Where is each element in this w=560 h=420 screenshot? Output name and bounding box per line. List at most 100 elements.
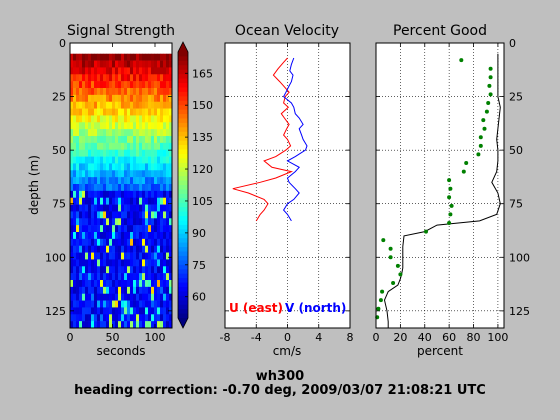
heatmap-cell — [157, 142, 161, 151]
heatmap-cell — [88, 156, 92, 164]
heatmap-cell — [85, 197, 89, 205]
heatmap-cell — [121, 252, 125, 260]
heatmap-cell — [121, 88, 125, 96]
heatmap-cell — [79, 129, 83, 137]
heatmap-cell — [151, 273, 155, 281]
heatmap-cell — [82, 108, 86, 116]
heatmap-cell — [154, 280, 158, 288]
heatmap-cell — [82, 122, 86, 130]
colorbar-segment — [178, 122, 188, 128]
heatmap-cell — [148, 74, 152, 82]
heatmap-cell — [70, 129, 74, 137]
heatmap-cell — [94, 67, 98, 75]
heatmap-cell — [133, 300, 137, 308]
heatmap-cell — [127, 142, 131, 151]
percent-good-plot-bg — [376, 43, 504, 328]
heatmap-cell — [97, 238, 101, 247]
heatmap-cell — [109, 280, 113, 288]
heatmap-cell — [118, 142, 122, 151]
heatmap-cell — [148, 60, 152, 68]
heatmap-cell — [97, 300, 101, 308]
heatmap-cell — [160, 245, 164, 253]
heatmap-cell — [106, 321, 110, 329]
heatmap-cell — [157, 273, 161, 281]
heatmap-cell — [139, 273, 143, 281]
heatmap-cell — [151, 149, 155, 157]
heatmap-cell — [157, 280, 161, 288]
heatmap-cell — [103, 156, 107, 164]
heatmap-cell — [151, 67, 155, 75]
percent-good-point — [488, 92, 493, 97]
heatmap-cell — [70, 238, 74, 247]
heatmap-cell — [130, 273, 134, 281]
heatmap-cell — [130, 60, 134, 68]
heatmap-cell — [145, 184, 149, 192]
heatmap-cell — [136, 197, 140, 205]
heatmap-cell — [157, 74, 161, 82]
heatmap-cell — [136, 252, 140, 260]
heatmap-cell — [148, 293, 152, 301]
heatmap-cell — [160, 184, 164, 192]
heatmap-cell — [124, 74, 128, 82]
colorbar-segment — [178, 65, 188, 71]
heatmap-cell — [94, 204, 98, 212]
heatmap-cell — [118, 177, 122, 185]
heatmap-cell — [169, 232, 173, 240]
heatmap-cell — [100, 88, 104, 96]
heatmap-cell — [151, 81, 155, 89]
heatmap-cell — [166, 149, 170, 157]
heatmap-cell — [136, 101, 140, 109]
heatmap-cell — [70, 53, 74, 61]
heatmap-cell — [163, 252, 167, 260]
heatmap-cell — [121, 273, 125, 281]
heatmap-cell — [76, 314, 80, 322]
heatmap-cell — [79, 286, 83, 295]
heatmap-cell — [127, 115, 131, 123]
heatmap-cell — [166, 252, 170, 260]
heatmap-cell — [73, 252, 77, 260]
heatmap-cell — [103, 273, 107, 281]
heatmap-cell — [127, 67, 131, 75]
heatmap-cell — [124, 190, 128, 199]
heatmap-cell — [133, 190, 137, 199]
heatmap-cell — [118, 218, 122, 226]
heatmap-cell — [94, 314, 98, 322]
heatmap-cell — [145, 245, 149, 253]
heatmap-cell — [130, 232, 134, 240]
heatmap-cell — [115, 245, 119, 253]
heatmap-cell — [118, 156, 122, 164]
heatmap-cell — [136, 232, 140, 240]
heatmap-cell — [124, 184, 128, 192]
heatmap-cell — [139, 252, 143, 260]
heatmap-cell — [70, 259, 74, 267]
heatmap-cell — [139, 218, 143, 226]
percent-good-point — [448, 212, 453, 217]
heatmap-cell — [160, 170, 164, 178]
heatmap-cell — [139, 115, 143, 123]
heatmap-cell — [145, 81, 149, 89]
colorbar-segment — [178, 198, 188, 204]
heatmap-cell — [106, 142, 110, 151]
heatmap-cell — [112, 177, 116, 185]
heatmap-cell — [154, 101, 158, 109]
heatmap-cell — [139, 245, 143, 253]
heatmap-cell — [130, 122, 134, 130]
heatmap-cell — [112, 94, 116, 103]
heatmap-cell — [79, 273, 83, 281]
heatmap-cell — [82, 67, 86, 75]
heatmap-cell — [142, 177, 146, 185]
colorbar-tick-label: 120 — [192, 163, 213, 176]
heatmap-cell — [121, 197, 125, 205]
heatmap-cell — [148, 197, 152, 205]
heatmap-cell — [154, 273, 158, 281]
heatmap-cell — [82, 218, 86, 226]
heatmap-cell — [115, 122, 119, 130]
colorbar-segment — [178, 136, 188, 142]
heatmap-cell — [91, 163, 95, 171]
heatmap-cell — [166, 293, 170, 301]
heatmap-cell — [139, 314, 143, 322]
heatmap-cell — [166, 211, 170, 219]
heatmap-cell — [145, 108, 149, 116]
heatmap-cell — [85, 211, 89, 219]
heatmap-cell — [166, 129, 170, 137]
